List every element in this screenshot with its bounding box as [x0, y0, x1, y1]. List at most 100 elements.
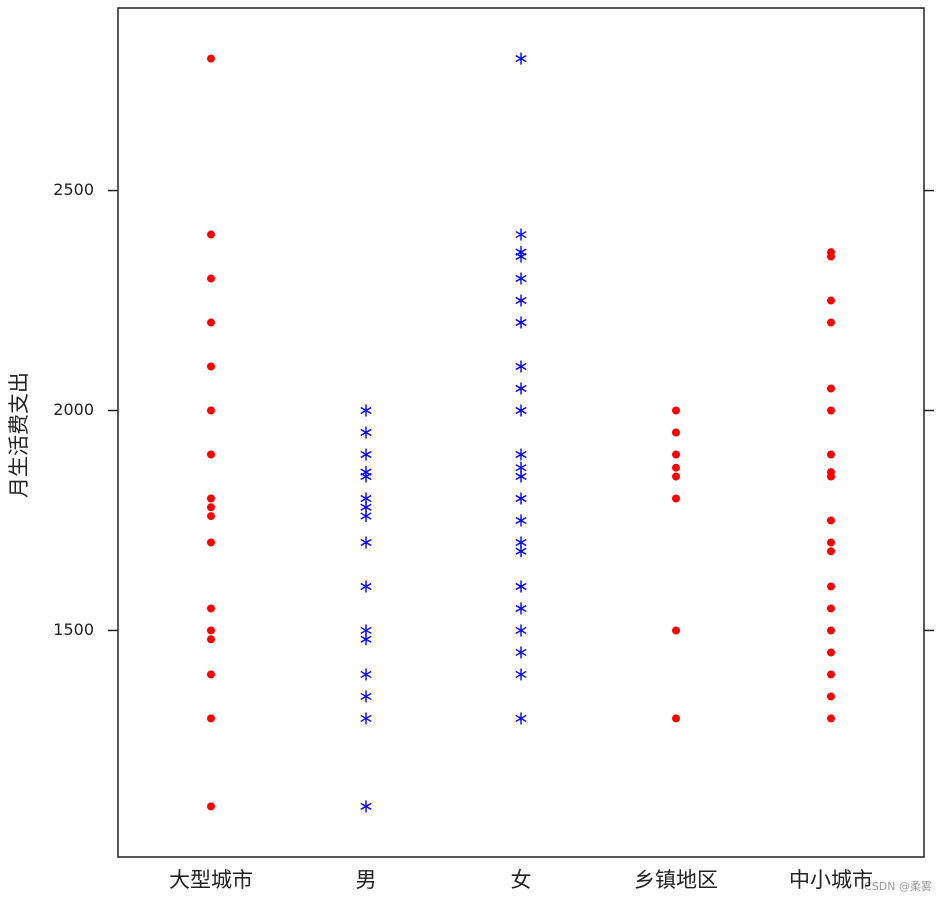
point-stroke [515, 296, 527, 305]
point [672, 472, 680, 481]
point [515, 580, 527, 593]
point [515, 272, 527, 285]
y-tick-label: 2000 [53, 400, 94, 419]
point [827, 450, 835, 459]
point-stroke [360, 406, 372, 415]
point [207, 362, 215, 371]
point-stroke [360, 802, 372, 811]
point [827, 714, 835, 723]
point [672, 463, 680, 472]
point [207, 670, 215, 679]
point [360, 470, 372, 483]
point [827, 472, 835, 481]
point [360, 510, 372, 523]
point-stroke [515, 494, 527, 503]
point [207, 626, 215, 635]
point [515, 228, 527, 241]
point-stroke [360, 692, 372, 701]
point [515, 646, 527, 659]
y-tick-label: 1500 [53, 620, 94, 639]
point [515, 316, 527, 329]
point [515, 52, 527, 65]
point [515, 250, 527, 263]
point-stroke [360, 450, 372, 459]
point [827, 604, 835, 613]
point [672, 626, 680, 635]
point-stroke [360, 538, 372, 547]
point [360, 404, 372, 417]
point [207, 494, 215, 503]
point-stroke [515, 406, 527, 415]
point [207, 604, 215, 613]
point [207, 714, 215, 723]
point-stroke [515, 54, 527, 63]
point [360, 668, 372, 681]
point [672, 714, 680, 723]
point-stroke [515, 318, 527, 327]
point [827, 384, 835, 393]
point [360, 633, 372, 646]
point-stroke [515, 450, 527, 459]
point [207, 802, 215, 811]
point-stroke [360, 472, 372, 481]
point [827, 406, 835, 415]
point [360, 800, 372, 813]
point-stroke [515, 547, 527, 555]
point [360, 690, 372, 703]
point-stroke [360, 714, 372, 723]
point [360, 580, 372, 593]
point-stroke [515, 582, 527, 591]
point [827, 692, 835, 701]
point [827, 252, 835, 261]
point [827, 670, 835, 679]
point-stroke [360, 428, 372, 437]
point [207, 230, 215, 239]
point-stroke [360, 582, 372, 591]
point-stroke [515, 538, 527, 547]
point [360, 712, 372, 725]
point [360, 536, 372, 549]
x-tick-label: 女 [511, 868, 532, 892]
x-tick-label: 中小城市 [789, 868, 873, 892]
point [360, 448, 372, 461]
point [515, 602, 527, 615]
x-tick-label: 大型城市 [169, 868, 253, 892]
point-stroke [360, 494, 372, 503]
point-stroke [360, 503, 372, 511]
point [515, 448, 527, 461]
y-axis-label: 月生活费支出 [7, 372, 31, 498]
point [515, 624, 527, 637]
point [672, 428, 680, 437]
x-tick-label: 乡镇地区 [634, 868, 718, 892]
x-tick-label: 男 [356, 868, 377, 892]
point [515, 514, 527, 527]
point [207, 318, 215, 327]
point [827, 648, 835, 657]
point [207, 54, 215, 63]
point [672, 406, 680, 415]
point [515, 668, 527, 681]
point-stroke [360, 670, 372, 679]
point [515, 404, 527, 417]
point [827, 582, 835, 591]
point-stroke [515, 626, 527, 635]
point-stroke [515, 384, 527, 393]
point [207, 538, 215, 547]
point-stroke [515, 252, 527, 261]
point [672, 450, 680, 459]
point [515, 294, 527, 307]
plot-frame [117, 7, 925, 858]
point [207, 512, 215, 521]
point [827, 626, 835, 635]
point-stroke [515, 714, 527, 723]
point [515, 712, 527, 725]
point-stroke [515, 670, 527, 679]
point [515, 360, 527, 373]
point-stroke [515, 472, 527, 481]
point [207, 635, 215, 644]
point-stroke [515, 362, 527, 371]
point-stroke [515, 274, 527, 283]
point [827, 516, 835, 525]
point [360, 426, 372, 439]
point-stroke [360, 626, 372, 635]
